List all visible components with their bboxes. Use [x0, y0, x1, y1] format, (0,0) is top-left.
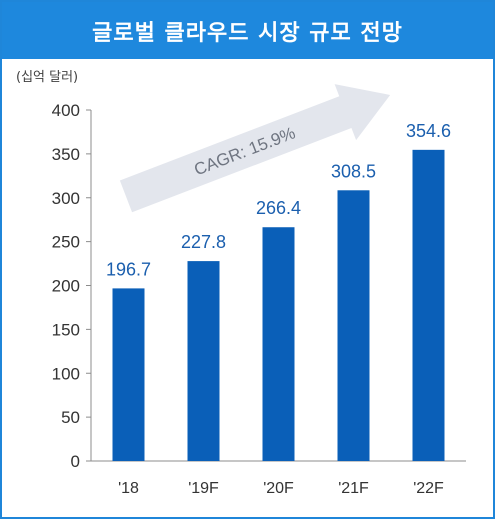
bar [337, 190, 370, 461]
y-tick-label: 200 [52, 277, 80, 296]
x-tick-label: '19F [188, 480, 219, 497]
x-tick-label: '21F [338, 480, 369, 497]
y-tick-label: 50 [61, 408, 80, 427]
y-tick-label: 150 [52, 320, 80, 339]
y-tick-label: 400 [52, 101, 80, 120]
y-tick-label: 0 [71, 452, 80, 471]
y-tick-label: 250 [52, 233, 80, 252]
bar [262, 227, 295, 461]
bar [112, 288, 145, 461]
y-tick-label: 350 [52, 145, 80, 164]
cagr-arrow-shape [119, 84, 391, 213]
y-tick-label: 100 [52, 364, 80, 383]
data-label: 308.5 [331, 161, 376, 181]
data-label: 354.6 [406, 121, 451, 141]
bar [412, 149, 445, 461]
chart-title: 글로벌 클라우드 시장 규모 전망 [2, 2, 493, 59]
data-label: 227.8 [181, 232, 226, 252]
data-label: 196.7 [106, 259, 151, 279]
unit-label: (십억 달러) [16, 70, 79, 85]
x-tick-label: '22F [413, 480, 444, 497]
x-tick-label: '20F [263, 480, 294, 497]
y-tick-label: 300 [52, 189, 80, 208]
data-label: 266.4 [256, 198, 301, 218]
bar [187, 261, 220, 461]
x-tick-label: '18 [118, 480, 139, 497]
